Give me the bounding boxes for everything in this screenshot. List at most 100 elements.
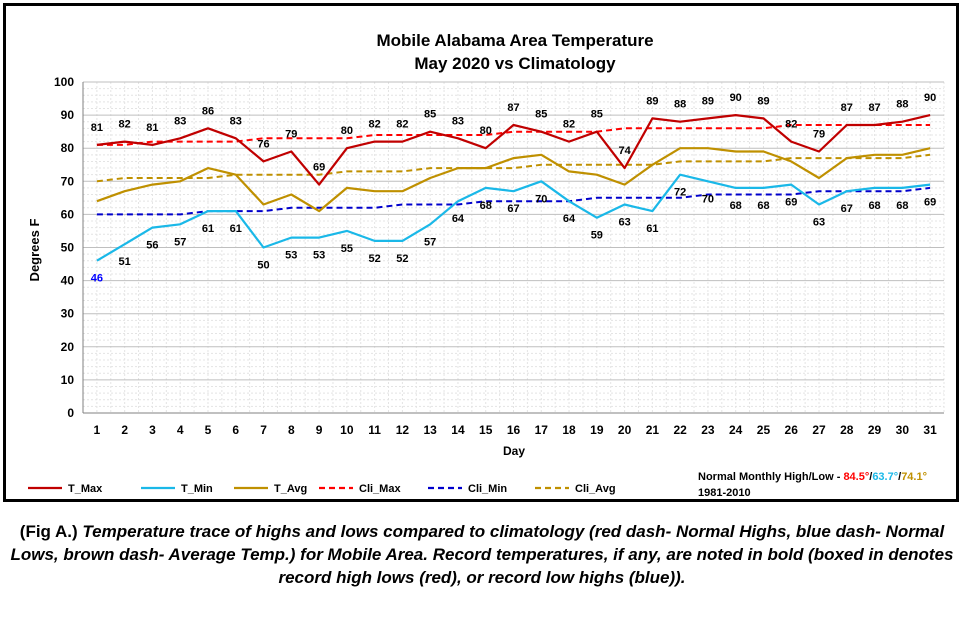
data-label-t-min: 51 [119,256,131,268]
data-label-t-max: 87 [507,102,519,114]
x-tick-label: 16 [507,423,521,437]
data-label-t-min: 68 [896,200,908,212]
series-line-cli-min [96,186,931,216]
data-label-t-min: 68 [480,200,492,212]
data-label-t-max: 82 [563,119,575,131]
x-tick-label: 2 [121,423,128,437]
data-label-t-max: 87 [841,102,853,114]
x-tick-label: 26 [785,423,799,437]
x-tick-label: 21 [646,423,660,437]
grid [82,81,945,414]
x-tick-label: 8 [288,423,295,437]
data-label-t-max: 81 [91,122,103,134]
x-tick-label: 9 [316,423,323,437]
y-tick-label: 50 [61,241,75,255]
data-label-t-max: 81 [146,122,158,134]
data-label-t-min: 61 [202,223,214,235]
data-label-t-min: 67 [841,203,853,215]
caption-text: Temperature trace of highs and lows comp… [10,522,954,587]
series-line-t-min [96,173,931,262]
x-tick-label: 23 [701,423,715,437]
x-tick-label: 10 [340,423,354,437]
y-tick-label: 80 [61,141,75,155]
data-label-t-min: 69 [924,197,936,209]
data-label-t-max: 80 [341,125,353,137]
data-label-t-min: 61 [230,223,242,235]
x-tick-label: 20 [618,423,632,437]
x-tick-label: 17 [535,423,549,437]
x-tick-label: 18 [562,423,576,437]
data-label-t-max: 80 [480,125,492,137]
data-label-t-min: 67 [507,203,519,215]
x-tick-label: 28 [840,423,854,437]
data-label-t-min: 69 [785,197,797,209]
data-label-t-min: 46 [91,273,103,285]
x-tick-label: 11 [368,423,381,437]
y-tick-label: 10 [61,373,75,387]
x-tick-label: 14 [451,423,465,437]
data-label-t-max: 82 [369,119,381,131]
x-tick-label: 24 [729,423,743,437]
x-tick-label: 13 [423,423,437,437]
x-tick-label: 6 [232,423,239,437]
series-line-cli-avg [96,153,931,183]
normal-sep-1: / [869,471,872,483]
data-label-t-max: 89 [702,95,714,107]
data-label-t-max: 85 [424,109,436,121]
y-tick-label: 20 [61,340,75,354]
y-tick-label: 90 [61,108,75,122]
data-label-t-min: 59 [591,230,603,242]
x-tick-label: 3 [149,423,156,437]
chart-frame: Mobile Alabama Area Temperature May 2020… [3,3,959,502]
data-label-t-max: 87 [868,102,880,114]
y-tick-label: 60 [61,207,75,221]
data-label-t-max: 82 [785,119,797,131]
legend-label-cli-min: Cli_Min [468,483,507,495]
y-tick-label: 100 [54,75,74,89]
data-label-t-max: 83 [452,115,464,127]
x-tick-label: 22 [673,423,687,437]
data-label-t-min: 61 [646,223,658,235]
x-tick-label: 7 [260,423,267,437]
legend-label-t-avg: T_Avg [274,483,307,495]
data-label-t-max: 82 [119,119,131,131]
data-label-t-min: 70 [702,193,714,205]
data-label-t-min: 64 [452,213,465,225]
data-labels: 81 82 81 83 86 83 76 79 69 80 82 82 85 83 80 87 85 82 85 74… [91,92,936,285]
series-line-t-max [96,113,931,186]
data-label-t-max: 83 [174,115,186,127]
x-tick-label: 4 [177,423,184,437]
data-label-t-max: 79 [813,129,825,141]
data-label-t-max: 69 [313,162,325,174]
normal-low: 63.7° [872,471,898,483]
x-axis-label: Day [503,444,525,458]
data-label-t-max: 79 [285,129,297,141]
data-label-t-max: 89 [757,95,769,107]
series-line-t-avg [96,147,931,213]
x-tick-label: 30 [896,423,910,437]
x-tick-label: 19 [590,423,604,437]
data-label-t-min: 50 [257,260,269,272]
caption-lead: (Fig A.) [19,522,78,541]
y-tick-label: 0 [67,406,74,420]
data-label-t-min: 63 [813,216,825,228]
data-label-t-max: 90 [730,92,742,104]
data-label-t-min: 68 [757,200,769,212]
legend: T_Max T_Min T_Avg Cli_Max Cli_Min Cli_Avg [28,483,616,495]
x-tick-label: 1 [94,423,101,437]
data-label-t-max: 85 [591,109,603,121]
data-label-t-max: 83 [230,115,242,127]
normal-sep-2: / [898,471,901,483]
x-tick-label: 15 [479,423,493,437]
x-tick-label: 12 [396,423,410,437]
normals-prefix: Normal Monthly High/Low - [698,471,843,483]
data-label-t-min: 52 [369,253,381,265]
data-label-t-max: 89 [646,95,658,107]
data-label-t-max: 74 [618,145,631,157]
chart-title: Mobile Alabama Area Temperature [376,31,653,50]
data-label-t-min: 53 [313,250,325,262]
data-label-t-max: 88 [674,99,686,111]
x-tick-label: 5 [205,423,212,437]
x-tick-label: 27 [812,423,826,437]
data-label-t-max: 86 [202,105,214,117]
